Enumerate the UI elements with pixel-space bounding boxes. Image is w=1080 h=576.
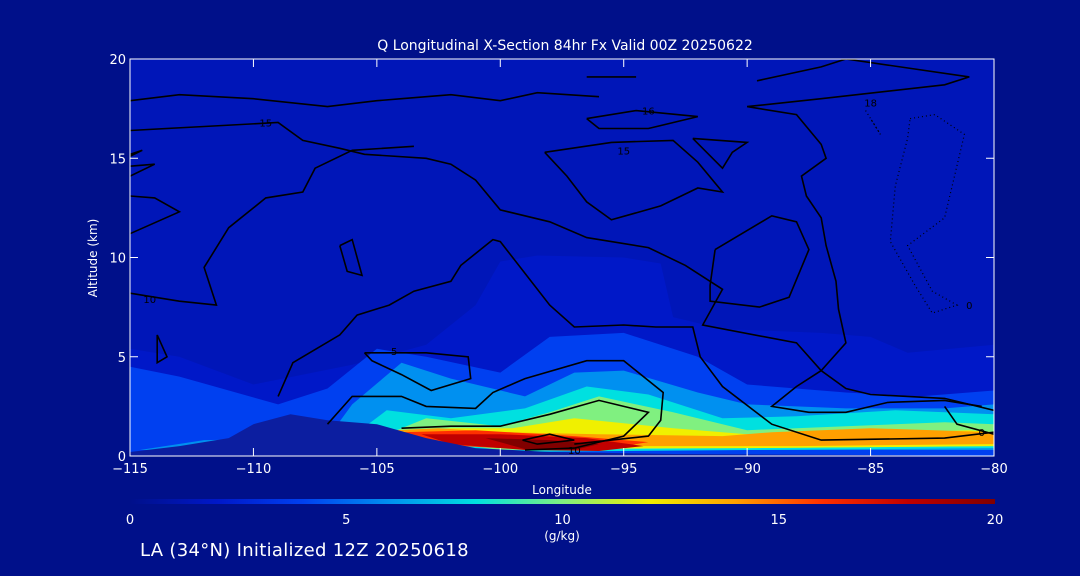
chart-title: Q Longitudinal X-Section 84hr Fx Valid 0… xyxy=(377,38,753,54)
contour-line xyxy=(130,149,143,158)
contour-label: 10 xyxy=(568,446,581,457)
colorbar-unit-label: (g/kg) xyxy=(544,529,580,543)
y-tick-label: 5 xyxy=(118,351,126,366)
humidity-fill-layer xyxy=(130,255,994,456)
colorbar xyxy=(130,499,995,504)
x-tick-label: −115 xyxy=(112,462,148,477)
axes: −115 −110 −105 −100 −95 −90 −85 −80 0 5 10 15 20 xyxy=(109,53,1007,477)
contour-line xyxy=(130,163,156,177)
contour-line xyxy=(363,351,472,392)
x-tick-label: −100 xyxy=(482,462,518,477)
contour-label: 0 xyxy=(978,428,984,439)
dotted-contour-line xyxy=(865,110,881,135)
contour-line xyxy=(130,145,414,307)
contour-label: 10 xyxy=(143,295,156,306)
colorbar-tick-label: 0 xyxy=(126,513,134,528)
x-tick-label: −105 xyxy=(359,462,395,477)
colorbar-tick-label: 15 xyxy=(770,513,787,528)
colorbar-ticks: 0 5 10 15 20 xyxy=(126,513,1003,528)
contour-label: 16 xyxy=(642,107,655,118)
y-tick-label: 20 xyxy=(109,53,126,68)
contour-label: 0 xyxy=(966,301,972,312)
contour-line xyxy=(130,195,182,235)
x-tick-label: −110 xyxy=(236,462,272,477)
x-axis-label: Longitude xyxy=(532,483,592,497)
contour-label: 15 xyxy=(259,119,272,130)
contour-line xyxy=(277,238,994,441)
y-tick-label: 10 xyxy=(109,252,126,267)
contour-line xyxy=(746,59,982,414)
x-tick-label: −85 xyxy=(857,462,884,477)
contour-label: 15 xyxy=(617,146,630,157)
y-tick-label: 0 xyxy=(118,450,126,465)
contour-line xyxy=(401,399,651,451)
contour-line xyxy=(326,359,665,445)
contour-label: 18 xyxy=(864,99,877,110)
colorbar-tick-label: 10 xyxy=(554,513,571,528)
terrain xyxy=(130,414,994,456)
y-axis-label: Altitude (km) xyxy=(86,219,100,298)
contour-line xyxy=(544,139,725,221)
contour-line xyxy=(156,334,169,365)
x-tick-label: −95 xyxy=(610,462,637,477)
contour-line xyxy=(339,238,364,277)
x-tick-label: −80 xyxy=(980,462,1007,477)
colorbar-tick-label: 20 xyxy=(987,513,1004,528)
contour-line xyxy=(709,214,810,308)
colorbar-tick-label: 5 xyxy=(342,513,350,528)
contour-line xyxy=(692,137,750,170)
y-tick-label: 15 xyxy=(109,152,126,167)
init-info-footer: LA (34°N) Initialized 12Z 20250618 xyxy=(140,540,469,561)
contour-line xyxy=(586,109,698,130)
contour-line xyxy=(943,405,994,435)
contour-line xyxy=(130,121,994,412)
x-tick-label: −90 xyxy=(733,462,760,477)
dotted-contour-line xyxy=(889,113,966,314)
contour-line xyxy=(522,433,575,445)
contour-line xyxy=(130,91,600,108)
